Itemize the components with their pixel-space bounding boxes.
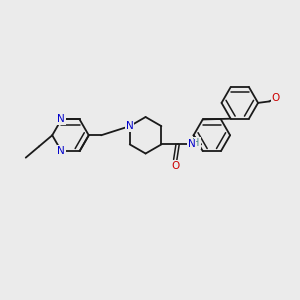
Text: N: N — [126, 121, 134, 131]
Text: N: N — [58, 115, 65, 124]
Text: O: O — [171, 161, 179, 171]
Text: N: N — [58, 146, 65, 156]
Text: H: H — [193, 138, 200, 148]
Text: O: O — [272, 93, 280, 103]
Text: N: N — [188, 140, 195, 149]
